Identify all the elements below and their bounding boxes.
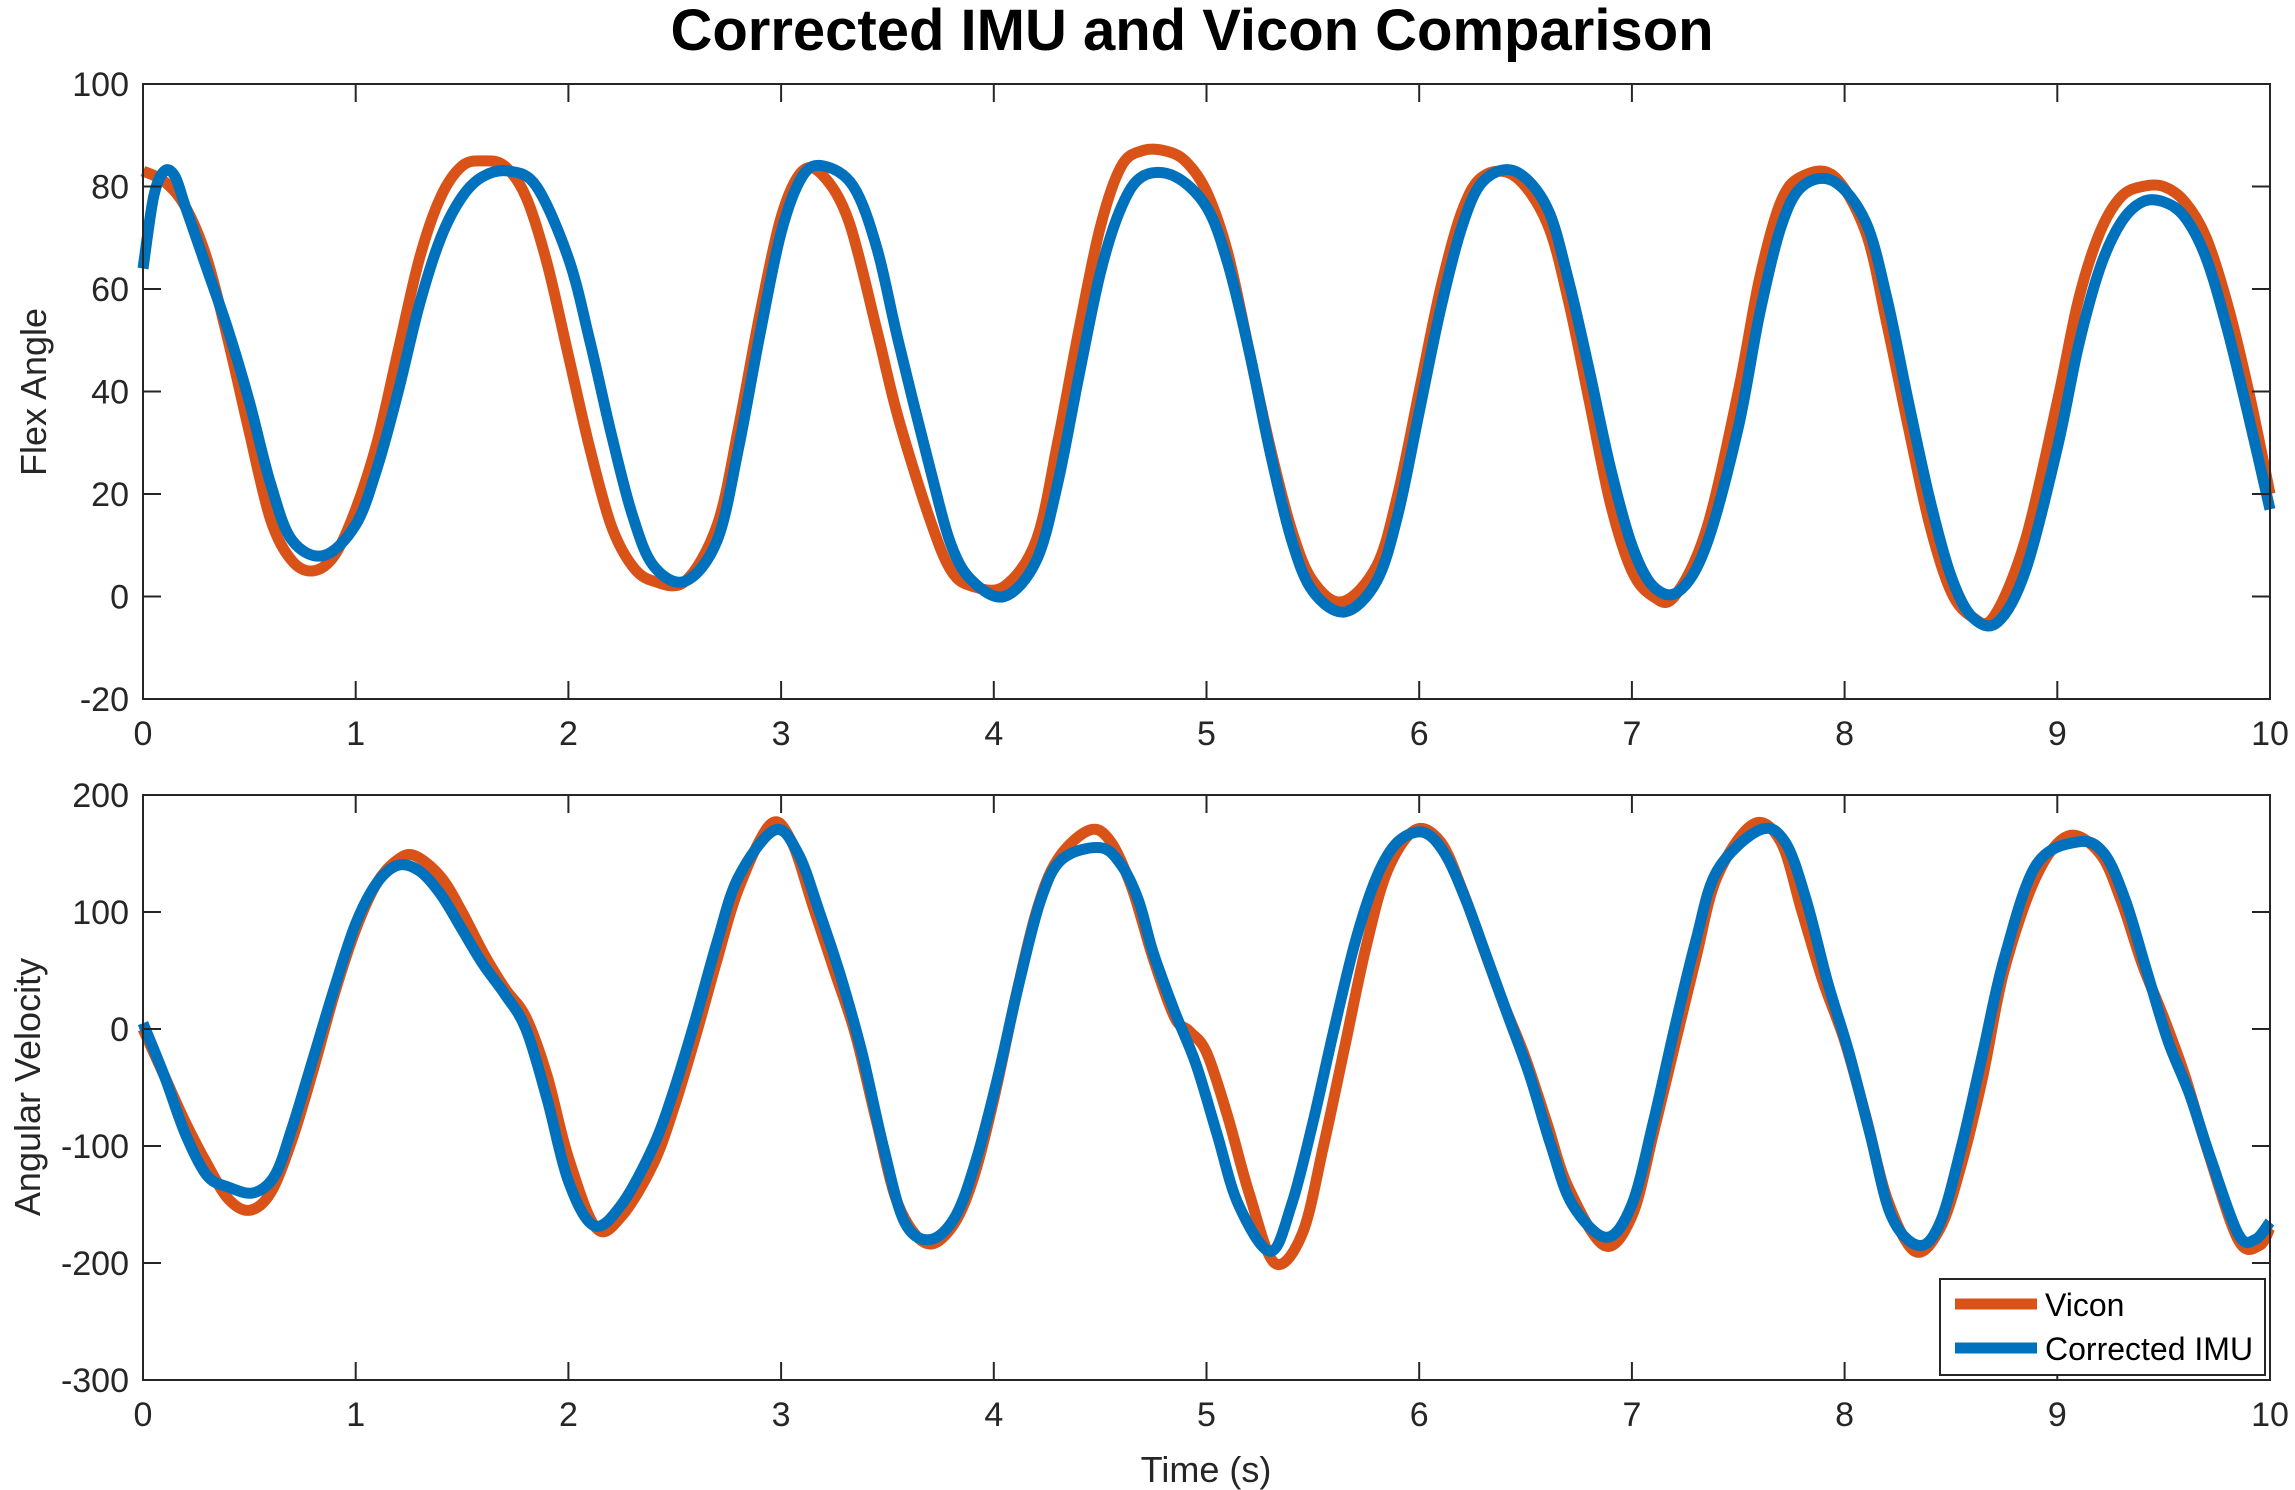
bottom-x-tick-label: 2 bbox=[559, 1396, 578, 1434]
bottom-y-tick-label: 100 bbox=[72, 894, 129, 932]
top-x-tick-label: 3 bbox=[772, 715, 791, 753]
top-x-tick-label: 8 bbox=[1835, 715, 1854, 753]
top-y-tick-label: 0 bbox=[110, 579, 129, 617]
bottom-axes: 0 1 2 3 4 5 6 7 8 9 10 -300 -200 -100 0 100 200 Angular … bbox=[7, 777, 2289, 1490]
top-series-corrected-imu bbox=[137, 159, 2276, 632]
bottom-y-tick-label: -300 bbox=[61, 1362, 129, 1400]
top-x-tick-label: 2 bbox=[559, 715, 578, 753]
top-y-tick-label: 20 bbox=[91, 476, 129, 514]
top-x-tick-label: 1 bbox=[346, 715, 365, 753]
bottom-y-tick-label: -100 bbox=[61, 1128, 129, 1166]
top-x-tick-label: 10 bbox=[2251, 715, 2289, 753]
bottom-y-tick-label: 200 bbox=[72, 777, 129, 815]
top-y-tick-label: -20 bbox=[80, 681, 129, 719]
top-y-tick-label: 80 bbox=[91, 169, 129, 207]
bottom-y-tick-label: -200 bbox=[61, 1245, 129, 1283]
top-series-vicon bbox=[140, 143, 2276, 630]
top-y-tick-label: 100 bbox=[72, 66, 129, 104]
legend-label-vicon: Vicon bbox=[2045, 1287, 2124, 1323]
top-y-tick-label: 40 bbox=[91, 374, 129, 412]
top-y-tick-label: 60 bbox=[91, 271, 129, 309]
bottom-x-tick-label: 3 bbox=[772, 1396, 791, 1434]
chart-title: Corrected IMU and Vicon Comparison bbox=[670, 0, 1713, 63]
bottom-y-tick-label: 0 bbox=[110, 1011, 129, 1049]
bottom-tick-group: 0 1 2 3 4 5 6 7 8 9 10 -300 -200 -100 0 100 200 bbox=[61, 777, 2289, 1434]
top-plot-area bbox=[143, 84, 2270, 699]
top-series-group bbox=[137, 143, 2276, 632]
bottom-x-tick-label: 8 bbox=[1835, 1396, 1854, 1434]
bottom-x-tick-label: 7 bbox=[1622, 1396, 1641, 1434]
top-x-tick-label: 5 bbox=[1197, 715, 1216, 753]
bottom-x-tick-label: 0 bbox=[134, 1396, 153, 1434]
legend-label-corrected-imu: Corrected IMU bbox=[2045, 1331, 2253, 1367]
top-x-tick-label: 4 bbox=[984, 715, 1003, 753]
bottom-series-corrected-imu bbox=[137, 822, 2275, 1257]
bottom-y-axis-label: Angular Velocity bbox=[7, 958, 48, 1216]
bottom-x-tick-label: 10 bbox=[2251, 1396, 2289, 1434]
bottom-x-tick-label: 6 bbox=[1410, 1396, 1429, 1434]
legend-box bbox=[1939, 1278, 2266, 1376]
bottom-series-group bbox=[137, 816, 2275, 1270]
top-y-axis-label: Flex Angle bbox=[13, 308, 54, 476]
top-x-tick-label: 0 bbox=[134, 715, 153, 753]
bottom-x-tick-label: 5 bbox=[1197, 1396, 1216, 1434]
bottom-x-tick-label: 4 bbox=[984, 1396, 1003, 1434]
x-axis-label: Time (s) bbox=[1141, 1449, 1272, 1490]
legend: Vicon Corrected IMU bbox=[1939, 1278, 2266, 1376]
bottom-x-tick-label: 1 bbox=[346, 1396, 365, 1434]
top-x-tick-label: 6 bbox=[1410, 715, 1429, 753]
top-x-tick-label: 7 bbox=[1622, 715, 1641, 753]
bottom-x-tick-label: 9 bbox=[2048, 1396, 2067, 1434]
top-x-tick-label: 9 bbox=[2048, 715, 2067, 753]
